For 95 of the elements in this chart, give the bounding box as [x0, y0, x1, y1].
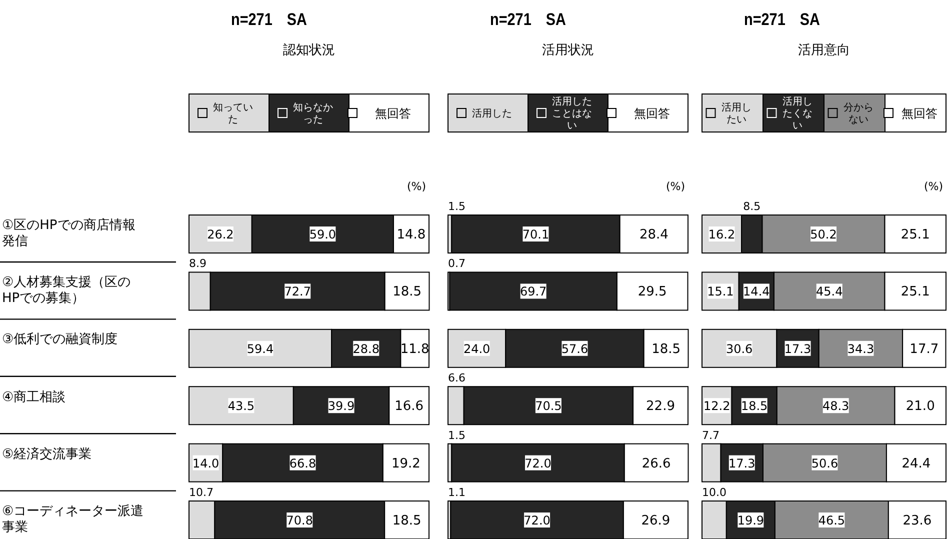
- data-label: 48.3: [822, 399, 850, 414]
- data-label: 16.6: [394, 399, 424, 414]
- data-label: 10.7: [189, 486, 214, 499]
- data-label: 21.0: [906, 399, 935, 414]
- legend-label: 無回答: [902, 106, 938, 120]
- data-label: 25.1: [900, 284, 930, 300]
- data-label: 8.5: [743, 200, 761, 213]
- data-label: 12.2: [704, 399, 730, 414]
- legend-label: 知らなかった: [293, 102, 333, 126]
- legend-item: 無回答: [606, 106, 670, 120]
- data-label: 25.1: [900, 228, 930, 242]
- data-label: 66.8: [289, 456, 316, 470]
- data-label: 34.3: [847, 342, 874, 356]
- data-label: 26.9: [641, 514, 670, 528]
- legend-item: 活用したい: [706, 102, 752, 126]
- chart-title: n=271 SA: [231, 9, 307, 31]
- data-label: 8.9: [189, 257, 206, 270]
- y-tick-label: ⑥コーディネーター派遣事業: [2, 504, 145, 536]
- legend-label: 知っていた: [213, 102, 253, 126]
- data-label: 18.5: [740, 399, 768, 414]
- data-label: 0.7: [448, 257, 466, 270]
- data-label: 39.9: [328, 399, 355, 414]
- data-label: 14.0: [192, 456, 220, 470]
- chart-subtitle: 活用意向: [797, 42, 851, 59]
- data-label: 45.4: [816, 284, 843, 299]
- data-label: 17.3: [728, 456, 756, 470]
- data-label: 7.7: [702, 428, 720, 442]
- text: (%): [924, 180, 944, 193]
- data-label: 14.4: [743, 284, 770, 299]
- legend-item: 無回答: [884, 106, 938, 120]
- data-label: 70.5: [535, 399, 562, 414]
- text: (%): [666, 180, 686, 193]
- chart-title: n=271 SA: [490, 9, 566, 31]
- data-label: 23.6: [902, 514, 932, 528]
- legend-label: 無回答: [375, 106, 411, 120]
- data-label: 59.4: [246, 342, 274, 356]
- legend-item: 知らなかった: [278, 102, 333, 126]
- data-label: 1.5: [448, 428, 466, 442]
- legend-item: 無回答: [348, 106, 411, 120]
- data-label: 15.1: [707, 284, 734, 299]
- data-label: 29.5: [638, 284, 667, 300]
- chart-subtitle: 認知状況: [282, 42, 336, 59]
- data-label: 70.1: [522, 228, 550, 242]
- data-label: 18.5: [392, 514, 422, 528]
- y-tick-label: ④商工相談: [2, 390, 67, 406]
- data-label: 6.6: [448, 372, 466, 385]
- data-label: 26.2: [207, 228, 234, 242]
- data-label: 1.5: [448, 200, 466, 213]
- data-label: 28.8: [352, 342, 380, 356]
- data-label: 19.2: [391, 456, 420, 472]
- y-tick-label: ⑤経済交流事業: [2, 446, 93, 463]
- legend-label: 無回答: [634, 106, 670, 120]
- legend-label: 活用した: [472, 108, 512, 120]
- data-label: 46.5: [818, 514, 846, 528]
- legend-item: 活用したくない: [766, 96, 812, 132]
- data-label: 22.9: [646, 399, 675, 414]
- data-label: 43.5: [228, 399, 255, 414]
- legend-item: 活用した: [456, 108, 512, 120]
- data-label: 57.6: [561, 342, 588, 356]
- data-label: 72.0: [524, 456, 552, 470]
- data-label: 30.6: [726, 342, 753, 356]
- data-label: 24.4: [902, 456, 931, 472]
- data-label: 50.6: [811, 456, 838, 470]
- text: (%): [407, 180, 426, 193]
- data-label: 18.5: [392, 284, 422, 300]
- data-label: 69.7: [520, 284, 547, 299]
- data-label: 26.6: [642, 456, 671, 472]
- data-label: 16.2: [708, 228, 736, 242]
- y-tick-label: ②人材募集支援（区のHPでの募集）: [2, 275, 132, 308]
- y-tick-label: ③低利での融資制度: [2, 332, 119, 348]
- legend-item: 活用したことはない: [536, 96, 592, 132]
- legend-label: 活用したくない: [782, 96, 812, 132]
- legend-item: 分からない: [828, 102, 874, 126]
- data-label: 70.8: [286, 514, 313, 528]
- data-label: 14.8: [396, 228, 426, 242]
- data-label: 72.0: [524, 514, 550, 528]
- data-label: 1.1: [448, 486, 466, 499]
- chart-title: n=271 SA: [744, 9, 820, 31]
- legend-label: 分からない: [844, 102, 874, 126]
- data-label: 24.0: [463, 342, 490, 356]
- data-label: 28.4: [639, 228, 668, 242]
- chart-subtitle: 活用状況: [541, 42, 595, 59]
- data-label: 17.3: [784, 342, 812, 356]
- data-label: 50.2: [810, 228, 837, 242]
- data-label: 18.5: [652, 342, 681, 357]
- legend-label: 活用したことはない: [552, 96, 592, 132]
- data-label: 19.9: [737, 514, 764, 528]
- data-label: 72.7: [284, 284, 311, 299]
- legend-item: 知っていた: [198, 102, 253, 126]
- legend-label: 活用したい: [722, 102, 752, 126]
- y-tick-label: ①区のHPでの商店情報発信: [2, 218, 136, 250]
- data-label: 59.0: [309, 228, 336, 242]
- data-label: 17.7: [910, 342, 939, 357]
- data-label: 10.0: [702, 486, 726, 499]
- data-label: 11.8: [400, 342, 430, 357]
